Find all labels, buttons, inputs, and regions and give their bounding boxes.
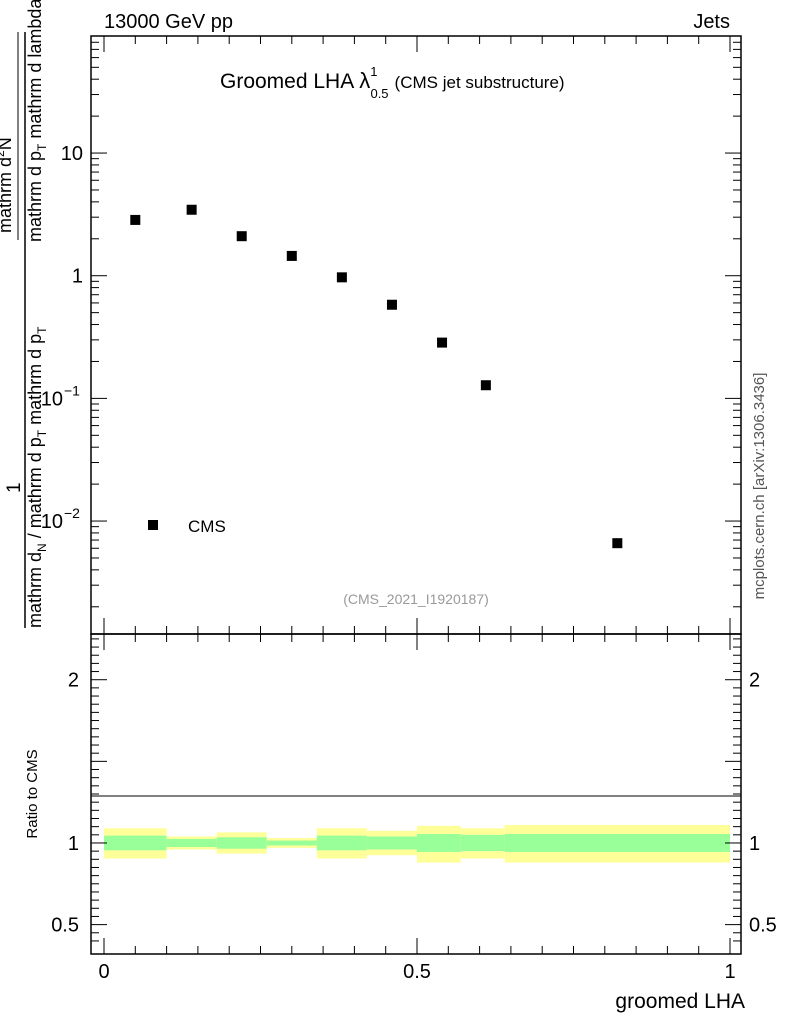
y-tick-label-2: 10 [41, 388, 63, 410]
ratio-inner-band-5 [366, 836, 417, 850]
ratio-bands [104, 825, 730, 863]
data-point-4 [336, 272, 347, 283]
data-point-6 [437, 337, 448, 348]
data-points [130, 204, 623, 549]
x-tick-label-1: 0.5 [403, 961, 431, 983]
data-point-0 [130, 214, 141, 225]
ratio-axis-ticks: 2 2 1 1 0.5 0.5 [51, 638, 777, 942]
ratio-inner-band-8 [504, 834, 730, 852]
y-tick-label-3: 10 [41, 511, 63, 533]
ratio-y-tick-label-right-0: 2 [749, 670, 760, 692]
ratio-y-tick-label-right-1: 1 [749, 833, 760, 855]
ratio-inner-band-7 [460, 834, 505, 852]
ratio-y-tick-label-left-2: 0.5 [51, 915, 79, 937]
y-tick-label-0: 10 [61, 143, 83, 165]
data-point-3 [286, 250, 297, 261]
ratio-inner-band-6 [417, 834, 461, 852]
side-label: mcplots.cern.ch [arXiv:1306.3436] [751, 373, 768, 600]
data-point-1 [186, 204, 197, 215]
energy-label: 13000 GeV pp [104, 11, 233, 33]
ratio-inner-band-2 [216, 837, 267, 849]
ratio-frame [90, 633, 742, 955]
process-label: Jets [693, 11, 730, 33]
ylabel-inner-denominator: mathrm dN / mathrm d pT mathrm d pT [25, 326, 49, 628]
main-frame [90, 35, 742, 635]
ylabel-numerator-bottom: mathrm d pT mathrm d lambda [25, 0, 49, 242]
ylabel-numerator-top: mathrm d2N [0, 137, 15, 233]
ratio-y-tick-label-left-1: 1 [68, 833, 79, 855]
ratio-y-tick-label-left-0: 2 [68, 670, 79, 692]
ratio-inner-band-1 [166, 838, 217, 848]
main-ylabel: 1 mathrm dN / mathrm d pT mathrm d pT ma… [0, 0, 49, 628]
data-point-7 [480, 380, 491, 391]
y-tick-exponent-2: −1 [64, 382, 80, 398]
legend-label: CMS [188, 517, 226, 536]
chart-title: Groomed LHA λ1 0.5(CMS jet substructure) [220, 64, 565, 101]
data-point-5 [386, 299, 397, 310]
ylabel-one: 1 [4, 482, 25, 493]
x-tick-label-0: 0 [98, 961, 109, 983]
ratio-ylabel: Ratio to CMS [24, 749, 41, 838]
y-tick-label-1: 1 [72, 266, 83, 288]
ratio-y-tick-label-right-2: 0.5 [749, 915, 777, 937]
ratio-inner-band-4 [316, 835, 367, 851]
data-point-8 [612, 538, 623, 549]
y-tick-exponent-3: −2 [64, 505, 80, 521]
legend: CMS [148, 517, 226, 536]
ratio-inner-band-3 [266, 840, 317, 846]
ratio-inner-band-0 [104, 835, 167, 851]
x-axis-label: groomed LHA [615, 990, 745, 1013]
analysis-id: (CMS_2021_I1920187) [343, 591, 489, 607]
legend-marker [148, 520, 158, 530]
x-tick-label-2: 1 [724, 961, 735, 983]
data-point-2 [236, 231, 247, 242]
